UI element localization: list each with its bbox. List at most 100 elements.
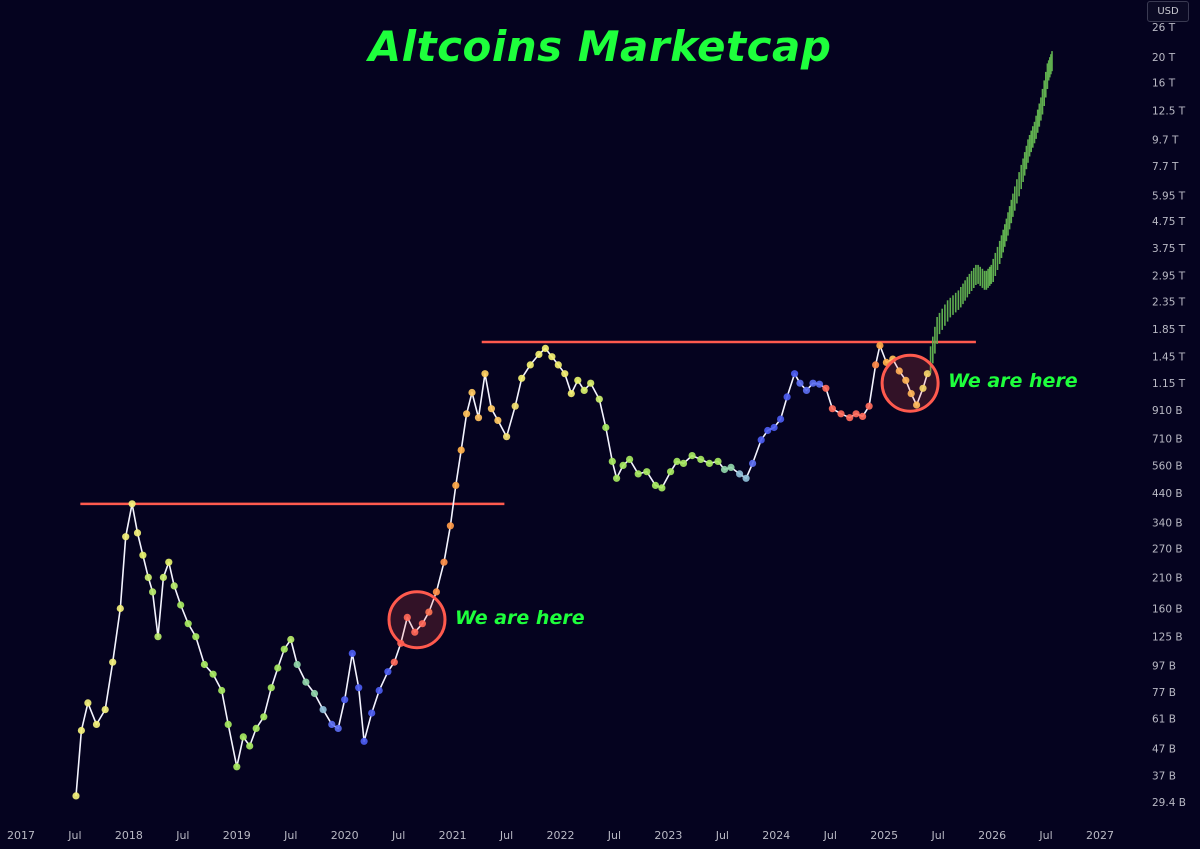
series-point [802,386,811,394]
series-point [574,376,582,384]
x-tick-label: 2017 [7,829,35,842]
series-point [224,720,232,729]
series-point [749,459,757,467]
x-tick-label: Jul [1038,829,1052,842]
y-tick-label: 125 B [1152,632,1183,644]
series-point [626,455,634,463]
series-point [192,633,200,641]
x-tick-label: 2027 [1086,829,1114,842]
series-point [587,379,595,387]
series-point [200,660,208,669]
series-point [791,370,799,378]
series-point [837,410,845,418]
y-tick-label: 61 B [1152,714,1176,726]
y-tick-label: 29.4 B [1152,797,1186,809]
series-point [184,620,192,628]
series-point [209,670,217,678]
series-point [828,405,837,413]
y-tick-label: 97 B [1152,661,1176,673]
series-point [165,558,173,566]
series-point [608,457,616,465]
y-tick-label: 5.95 T [1152,190,1186,202]
chart-title: Altcoins Marketcap [368,22,832,71]
series-point [902,376,910,384]
x-tick-label: Jul [175,829,189,842]
y-tick-label: 26 T [1152,22,1176,34]
series-point [133,529,142,537]
series-point [907,390,915,398]
series-point [777,415,785,423]
series-point [418,620,426,628]
series-point [714,457,722,465]
series-point [494,416,502,424]
series-point [720,465,729,474]
series-point [154,633,162,641]
series-point [511,402,519,410]
series-point [144,573,152,582]
series-point [736,470,744,478]
series-point [697,455,705,463]
series-point [822,384,830,392]
series-point [287,635,295,644]
x-tick-label: Jul [715,829,729,842]
series-point [101,706,109,714]
series-point [705,459,714,467]
y-tick-label: 160 B [1152,603,1183,615]
series-point [446,522,454,530]
series-point [411,628,419,636]
series-point [876,341,884,350]
series-point [334,724,342,733]
series-point [595,395,603,403]
series-point [360,737,368,745]
series-point [679,459,688,467]
x-tick-label: 2025 [870,829,898,842]
series-point [149,588,157,596]
series-point [541,344,550,352]
y-tick-label: 440 B [1152,488,1183,500]
x-tick-label: Jul [499,829,513,842]
x-tick-label: 2021 [439,829,467,842]
series-point [293,660,301,669]
series-point [468,388,476,397]
series-point [487,405,495,413]
series-point [770,423,778,432]
series-point [474,414,483,422]
series-point [452,481,460,489]
annotation-we-are-here-2020: We are here [454,606,585,629]
series-point [375,686,383,695]
x-tick-label: 2024 [762,829,790,842]
series-point [260,713,268,721]
currency-selector[interactable]: USD [1147,1,1189,22]
series-point [463,410,471,418]
y-tick-label: 1.15 T [1152,378,1186,390]
x-tick-label: Jul [931,829,945,842]
series-point [233,763,241,771]
highlight-ring [880,353,940,413]
series-point [783,393,791,401]
series-point [109,658,117,666]
y-tick-label: 2.35 T [1152,297,1186,309]
y-tick-label: 910 B [1152,405,1183,417]
series-point [403,613,411,622]
y-tick-label: 560 B [1152,460,1183,472]
x-tick-label: 2023 [654,829,682,842]
x-tick-label: Jul [607,829,621,842]
series-point [526,361,534,369]
series-point [355,684,363,692]
series-point [274,664,282,672]
x-tick-label: Jul [391,829,405,842]
x-tick-label: 2026 [978,829,1006,842]
y-tick-label: 4.75 T [1152,216,1186,228]
series-point [554,361,562,369]
series-point [170,582,178,590]
series-point [619,461,627,469]
series-point [239,733,247,741]
series-point [815,380,824,388]
series-point [809,379,817,387]
series-point [567,390,575,398]
series-point [432,588,440,596]
series-point [122,533,130,541]
series-point [390,658,398,666]
series-point [643,468,651,476]
series-point [280,645,288,653]
